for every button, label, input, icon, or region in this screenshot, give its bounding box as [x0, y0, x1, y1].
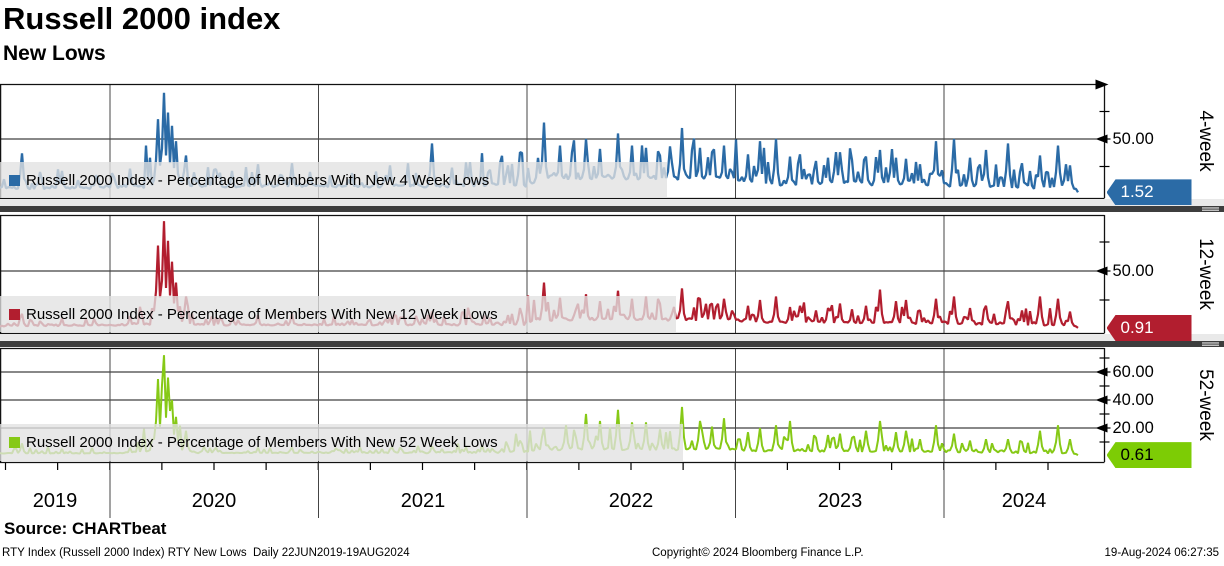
series-line-52-week: [0, 355, 1079, 456]
footer-copyright: Copyright© 2024 Bloomberg Finance L.P.: [652, 547, 864, 559]
separator-grip-icon[interactable]: [1202, 342, 1219, 344]
series-line-12-week: [0, 221, 1079, 329]
page-subtitle: New Lows: [3, 42, 106, 65]
footer-timestamp: 19-Aug-2024 06:27:35: [1104, 547, 1219, 559]
axis-tick-arrow-icon: [1095, 423, 1108, 433]
series-line-4-week: [0, 92, 1079, 193]
axis-tick-arrow-icon: [1095, 367, 1108, 377]
pane-separator-light: [0, 199, 1224, 206]
pane-separator-light: [0, 334, 1224, 341]
separator-grip-icon[interactable]: [1202, 344, 1219, 346]
pane-separator[interactable]: [0, 341, 1224, 347]
separator-grip-icon[interactable]: [1202, 209, 1219, 211]
footer-security-info: RTY Index (Russell 2000 Index) RTY New L…: [2, 547, 410, 559]
pane-separator[interactable]: [0, 206, 1224, 212]
page-title: Russell 2000 index: [3, 1, 281, 36]
separator-grip-icon[interactable]: [1202, 207, 1219, 209]
axis-tick-arrow-icon: [1095, 395, 1108, 405]
source-label: Source: CHARTbeat: [4, 519, 167, 538]
axis-tick-arrow-icon: [1095, 134, 1108, 144]
axis-arrow-icon: [1095, 79, 1109, 90]
axis-tick-arrow-icon: [1095, 266, 1108, 276]
